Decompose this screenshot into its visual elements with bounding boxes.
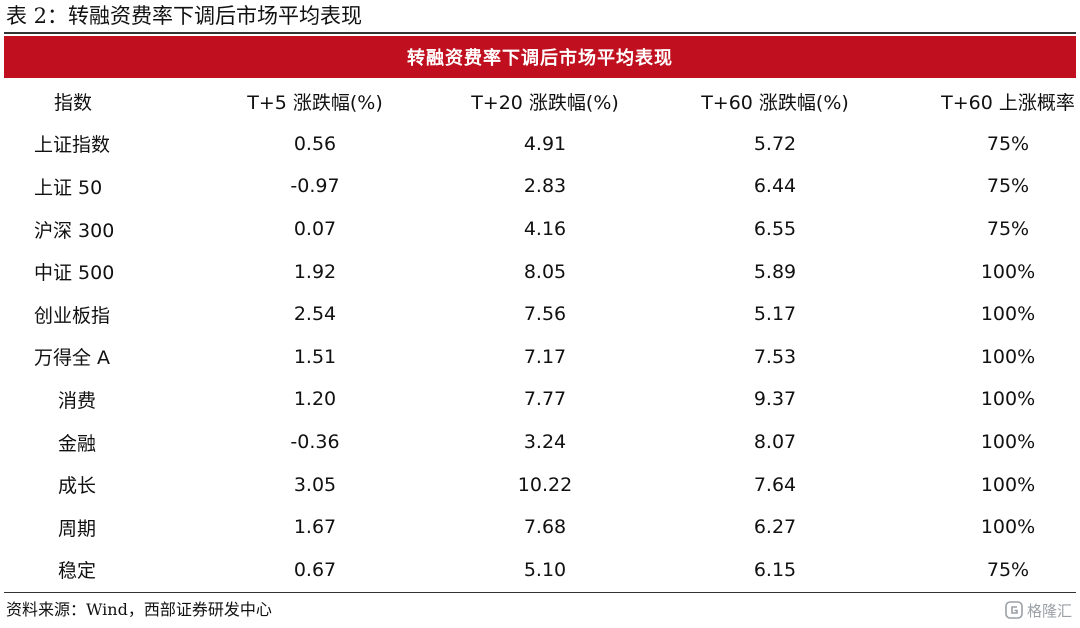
table-row: 周期 1.67 7.68 6.27 100% [4,506,1080,549]
table-row: 万得全 A 1.51 7.17 7.53 100% [4,336,1080,379]
row-label: 周期 [58,517,97,540]
table-cell: 75% [986,175,1030,198]
table-cell: 100% [980,345,1036,368]
table-cell: 75% [986,218,1030,241]
header-t5: T+5 涨跌幅(%) [247,91,383,114]
table-cell: 7.64 [753,473,797,496]
row-label: 上证 50 [34,176,103,199]
table-cell: 6.27 [753,516,797,539]
watermark: 格隆汇 [1005,598,1072,622]
table-cell: -0.97 [290,175,340,198]
table-row: 稳定 0.67 5.10 6.15 75% [4,549,1080,592]
table-cell: 6.44 [753,175,797,198]
table-cell: 9.37 [753,388,797,411]
header-t60: T+60 涨跌幅(%) [701,91,849,114]
table-cell: 75% [986,558,1030,581]
table-cell: 7.77 [523,388,567,411]
row-label: 万得全 A [34,347,111,370]
table-cell: 8.07 [753,431,797,454]
watermark-text: 格隆汇 [1026,601,1072,620]
row-label: 稳定 [58,560,97,583]
top-rule [4,32,1076,34]
table-cell: 5.72 [753,132,797,155]
table-row: 创业板指 2.54 7.56 5.17 100% [4,293,1080,336]
table-cell: 100% [980,303,1036,326]
table-header-row: 指数 T+5 涨跌幅(%) T+20 涨跌幅(%) T+60 涨跌幅(%) T+… [4,80,1080,123]
table-cell: 5.10 [523,558,567,581]
table-banner-title: 转融资费率下调后市场平均表现 [4,36,1076,78]
header-index: 指数 [54,91,93,114]
table-cell: 5.17 [753,303,797,326]
table-cell: 3.05 [293,473,337,496]
table-cell: 100% [980,516,1036,539]
source-note: 资料来源：Wind，西部证券研发中心 [6,600,272,619]
table-cell: 0.67 [293,558,337,581]
table-cell: -0.36 [290,431,340,454]
table-cell: 10.22 [517,473,573,496]
table-cell: 6.55 [753,218,797,241]
table-cell: 1.20 [293,388,337,411]
header-t20: T+20 涨跌幅(%) [471,91,619,114]
table-row: 成长 3.05 10.22 7.64 100% [4,463,1080,506]
table-cell: 5.89 [753,260,797,283]
table-cell: 75% [986,132,1030,155]
table-cell: 7.68 [523,516,567,539]
table-cell: 100% [980,473,1036,496]
table-row: 沪深 300 0.07 4.16 6.55 75% [4,208,1080,251]
row-label: 金融 [58,432,97,455]
row-label: 沪深 300 [34,219,115,242]
table-cell: 7.53 [753,345,797,368]
table-cell: 100% [980,388,1036,411]
table-cell: 1.51 [293,345,337,368]
performance-table: 指数 T+5 涨跌幅(%) T+20 涨跌幅(%) T+60 涨跌幅(%) T+… [4,80,1080,591]
table-cell: 1.67 [293,516,337,539]
table-cell: 3.24 [523,431,567,454]
table-cell: 7.17 [523,345,567,368]
table-cell: 0.07 [293,218,337,241]
row-label: 上证指数 [34,134,111,157]
table-cell: 0.56 [293,132,337,155]
table-cell: 4.91 [523,132,567,155]
table-cell: 2.54 [293,303,337,326]
header-t60-prob: T+60 上涨概率 [941,91,1075,114]
table-row: 上证 50 -0.97 2.83 6.44 75% [4,165,1080,208]
row-label: 中证 500 [34,262,115,285]
watermark-logo-icon [1005,601,1023,619]
table-cell: 6.15 [753,558,797,581]
table-row: 上证指数 0.56 4.91 5.72 75% [4,123,1080,166]
table-cell: 2.83 [523,175,567,198]
table-cell: 1.92 [293,260,337,283]
table-cell: 100% [980,431,1036,454]
table-cell: 8.05 [523,260,567,283]
row-label: 消费 [58,389,97,412]
row-label: 成长 [58,475,97,498]
table-row: 消费 1.20 7.77 9.37 100% [4,378,1080,421]
table-cell: 7.56 [523,303,567,326]
table-cell: 100% [980,260,1036,283]
row-label: 创业板指 [34,304,111,327]
table-row: 金融 -0.36 3.24 8.07 100% [4,421,1080,464]
table-caption: 表 2：转融资费率下调后市场平均表现 [6,4,363,28]
table-row: 中证 500 1.92 8.05 5.89 100% [4,250,1080,293]
table-cell: 4.16 [523,218,567,241]
bottom-rule [4,592,1076,593]
